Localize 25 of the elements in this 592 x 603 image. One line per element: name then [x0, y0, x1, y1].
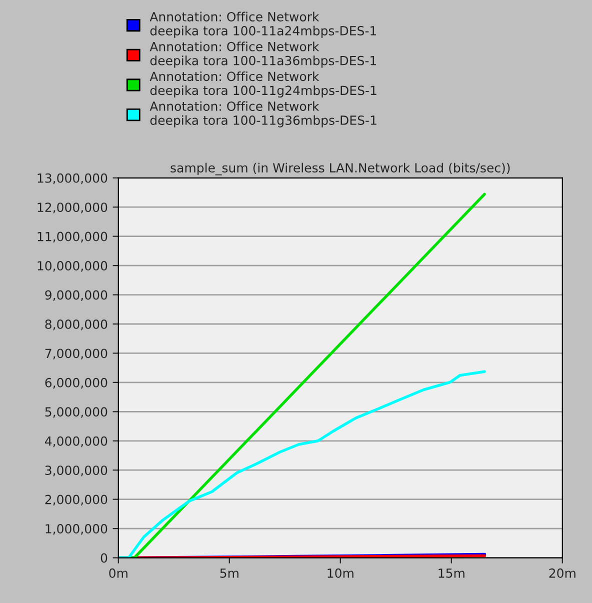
line-series	[118, 370, 486, 558]
y-tick-label: 7,000,000	[45, 348, 108, 360]
legend-label: Annotation: Office Network deepika tora 100-11a36mbps-DES-1	[150, 42, 376, 68]
x-tick-label: 5m	[220, 568, 238, 578]
y-tick-label: 1,000,000	[46, 524, 108, 535]
y-tick-label: 0	[100, 553, 108, 563]
x-tick-label: 20m	[549, 568, 576, 578]
x-tick-label: 0m	[109, 568, 128, 578]
legend-label: Annotation: Office Network deepika tora 100-11g24mbps-DES-1	[150, 71, 376, 98]
legend-label: Annotation: Office Network deepika tora 100-11g36mbps-DES-1	[150, 101, 376, 128]
y-tick-label: 8,000,000	[45, 319, 108, 330]
y-tick-label: 4,000,000	[44, 436, 108, 448]
y-tick-label: 12,000,000	[38, 202, 108, 214]
y-tick-label: 9,000,000	[45, 290, 108, 301]
x-tick-label: 10m	[328, 568, 354, 578]
y-tick-label: 6,000,000	[45, 378, 108, 389]
chart-title: sample_sum (in Wireless LAN.Network Load (bits/sec))	[170, 162, 510, 176]
y-tick-label: 5,000,000	[45, 407, 108, 418]
legend-label: Annotation: Office Network deepika tora 100-11a24mbps-DES-1	[150, 12, 376, 38]
y-tick-label: 2,000,000	[45, 494, 108, 506]
x-tick-label: 15m	[438, 568, 464, 578]
y-tick-label: 13,000,000	[38, 173, 108, 184]
y-tick-label: 11,000,000	[38, 232, 108, 243]
y-tick-label: 3,000,000	[45, 466, 108, 476]
y-tick-label: 10,000,000	[38, 261, 108, 272]
